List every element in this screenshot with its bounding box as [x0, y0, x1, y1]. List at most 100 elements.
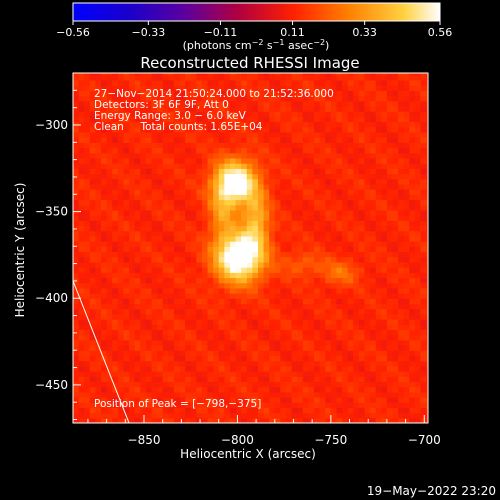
- heatmap-cell: [218, 189, 225, 195]
- heatmap-cell: [123, 371, 130, 377]
- heatmap-cell: [218, 121, 225, 128]
- heatmap-cell: [358, 324, 366, 331]
- heatmap-cell: [246, 168, 253, 175]
- heatmap-cell: [185, 251, 192, 258]
- heatmap-cell: [358, 282, 366, 289]
- heatmap-cell: [347, 100, 354, 107]
- heatmap-cell: [224, 95, 231, 102]
- heatmap-cell: [252, 85, 259, 91]
- heatmap-cell: [426, 355, 428, 362]
- heatmap-cell: [190, 272, 197, 279]
- heatmap-cell: [364, 168, 371, 175]
- heatmap-cell: [375, 256, 382, 263]
- heatmap-cell: [241, 407, 248, 414]
- heatmap-cell: [342, 204, 349, 211]
- heatmap-cell: [353, 324, 360, 331]
- heatmap-cell: [291, 137, 298, 143]
- heatmap-cell: [106, 204, 113, 211]
- heatmap-cell: [173, 355, 181, 362]
- heatmap-cell: [196, 85, 203, 91]
- heatmap-cell: [314, 360, 321, 367]
- heatmap-cell: [269, 298, 276, 305]
- heatmap-cell: [173, 319, 181, 325]
- heatmap-cell: [140, 95, 147, 102]
- heatmap-cell: [179, 178, 186, 185]
- heatmap-cell: [162, 95, 169, 102]
- heatmap-cell: [151, 371, 158, 377]
- heatmap-cell: [330, 163, 338, 169]
- heatmap-cell: [358, 256, 366, 263]
- heatmap-cell: [280, 334, 287, 341]
- heatmap-cell: [286, 319, 293, 325]
- heatmap-cell: [370, 215, 377, 221]
- heatmap-cell: [173, 402, 181, 409]
- heatmap-cell: [140, 381, 147, 388]
- heatmap-cell: [73, 251, 80, 258]
- heatmap-cell: [185, 412, 192, 419]
- heatmap-cell: [246, 365, 253, 372]
- heatmap-cell: [291, 350, 298, 357]
- heatmap-cell: [420, 199, 427, 206]
- heatmap-cell: [414, 121, 422, 128]
- heatmap-cell: [409, 183, 416, 190]
- heatmap-cell: [263, 73, 270, 76]
- heatmap-cell: [201, 85, 209, 91]
- heatmap-cell: [117, 412, 125, 419]
- heatmap-cell: [314, 220, 321, 227]
- heatmap-cell: [420, 412, 427, 419]
- heatmap-cell: [213, 142, 220, 149]
- heatmap-cell: [342, 105, 349, 112]
- heatmap-cell: [235, 199, 242, 206]
- heatmap-cell: [140, 272, 147, 279]
- heatmap-cell: [246, 407, 253, 414]
- heatmap-cell: [196, 381, 203, 388]
- heatmap-cell: [342, 111, 349, 117]
- heatmap-cell: [78, 121, 85, 128]
- heatmap-cell: [325, 173, 332, 180]
- heatmap-cell: [370, 308, 377, 315]
- heatmap-cell: [291, 267, 298, 273]
- heatmap-cell: [353, 241, 360, 247]
- plot-area: [73, 73, 428, 423]
- heatmap-cell: [297, 272, 304, 279]
- heatmap-cell: [414, 131, 422, 138]
- heatmap-cell: [123, 272, 130, 279]
- heatmap-cell: [106, 178, 113, 185]
- heatmap-cell: [151, 241, 158, 247]
- heatmap-cell: [286, 183, 293, 190]
- heatmap-cell: [381, 350, 388, 357]
- heatmap-cell: [426, 334, 428, 341]
- heatmap-cell: [426, 272, 428, 279]
- heatmap-cell: [84, 126, 91, 133]
- heatmap-cell: [162, 152, 169, 159]
- annotation-peak-position: Position of Peak = [−798,−375]: [94, 398, 261, 410]
- heatmap-cell: [286, 391, 293, 398]
- heatmap-cell: [398, 183, 405, 190]
- heatmap-cell: [409, 131, 416, 138]
- heatmap-cell: [330, 334, 338, 341]
- heatmap-cell: [179, 277, 186, 284]
- heatmap-cell: [375, 313, 382, 320]
- heatmap-cell: [420, 298, 427, 305]
- heatmap-cell: [213, 345, 220, 351]
- heatmap-cell: [229, 74, 237, 81]
- heatmap-cell: [95, 381, 102, 388]
- heatmap-cell: [353, 126, 360, 133]
- heatmap-cell: [157, 407, 164, 414]
- heatmap-cell: [207, 147, 214, 154]
- heatmap-cell: [129, 303, 136, 310]
- heatmap-cell: [106, 194, 113, 201]
- heatmap-cell: [364, 355, 371, 362]
- heatmap-cell: [173, 220, 181, 227]
- heatmap-cell: [190, 324, 197, 331]
- heatmap-cell: [257, 147, 265, 154]
- heatmap-cell: [280, 105, 287, 112]
- heatmap-cell: [95, 355, 102, 362]
- heatmap-cell: [185, 319, 192, 325]
- heatmap-cell: [252, 251, 259, 258]
- heatmap-cell: [106, 324, 113, 331]
- heatmap-cell: [353, 261, 360, 268]
- heatmap-cell: [235, 329, 242, 336]
- heatmap-cell: [101, 142, 108, 149]
- heatmap-cell: [358, 230, 366, 237]
